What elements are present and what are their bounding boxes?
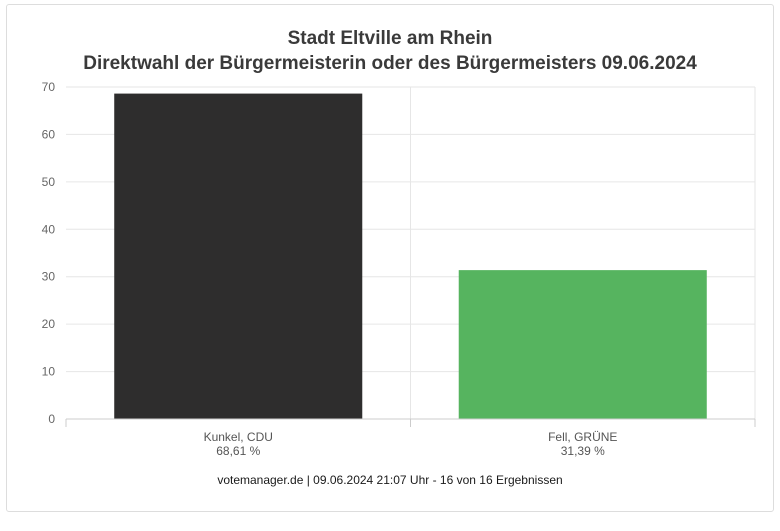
value-label: 68,61 % <box>216 444 260 458</box>
category-label: Fell, GRÜNE <box>548 430 617 444</box>
y-tick-label: 20 <box>42 317 56 331</box>
y-tick-label: 0 <box>48 412 55 426</box>
bar-1 <box>114 93 363 419</box>
y-tick-label: 60 <box>42 127 56 141</box>
y-tick-label: 50 <box>42 175 56 189</box>
chart-title-line-2: Direktwahl der Bürgermeisterin oder des … <box>83 53 697 74</box>
value-label: 31,39 % <box>561 444 605 458</box>
chart-title-line-1: Stadt Eltville am Rhein <box>287 28 493 49</box>
chart-footer: votemanager.de | 09.06.2024 21:07 Uhr - … <box>217 473 563 487</box>
bar-2 <box>458 270 707 419</box>
y-tick-label: 40 <box>42 222 56 236</box>
y-tick-label: 30 <box>42 270 56 284</box>
y-tick-label: 70 <box>42 80 56 94</box>
category-label: Kunkel, CDU <box>204 430 273 444</box>
chart-title: Stadt Eltville am Rhein Direktwahl der B… <box>0 26 780 76</box>
y-tick-label: 10 <box>42 365 56 379</box>
